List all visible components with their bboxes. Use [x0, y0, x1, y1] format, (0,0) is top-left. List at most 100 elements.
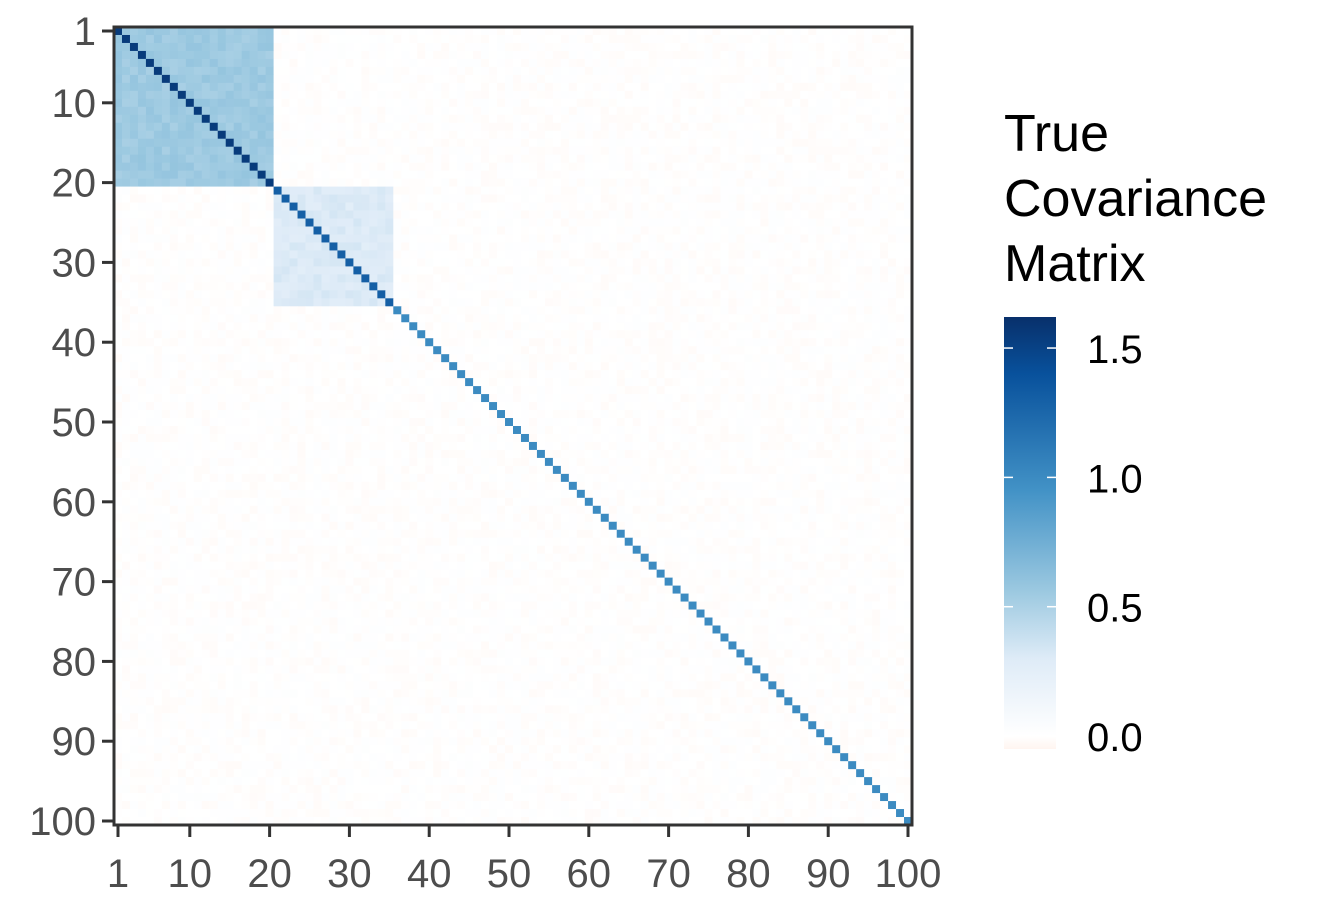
heatmap-cell — [377, 218, 386, 227]
heatmap-cell — [361, 106, 370, 116]
heatmap-cell — [281, 178, 290, 187]
heatmap-cell — [688, 274, 697, 283]
heatmap-cell — [153, 218, 163, 227]
heatmap-cell — [680, 346, 689, 355]
heatmap-cell — [744, 410, 753, 419]
heatmap-cell — [425, 202, 434, 211]
heatmap-cell — [728, 298, 737, 307]
heatmap-cell — [744, 282, 753, 291]
heatmap-cell — [848, 402, 857, 411]
heatmap-cell — [409, 346, 418, 355]
heatmap-cell — [185, 386, 195, 395]
heatmap-cell — [640, 378, 650, 387]
heatmap-cell — [241, 314, 251, 323]
heatmap-cell — [393, 250, 402, 259]
heatmap-cell — [800, 42, 809, 52]
heatmap-cell — [632, 250, 642, 259]
heatmap-cell — [449, 122, 458, 132]
heatmap-cell — [289, 122, 298, 132]
heatmap-cell — [265, 90, 274, 100]
heatmap-cell — [385, 186, 394, 195]
heatmap-cell — [536, 274, 546, 283]
heatmap-cell — [760, 186, 769, 195]
heatmap-cell — [816, 74, 825, 84]
heatmap-cell — [520, 202, 530, 211]
heatmap-cell — [313, 74, 322, 84]
heatmap-cell — [768, 114, 777, 124]
heatmap-cell — [505, 338, 514, 347]
heatmap-cell — [528, 106, 538, 116]
heatmap-cell — [872, 242, 881, 251]
heatmap-cell — [560, 362, 570, 371]
heatmap-cell — [672, 314, 681, 323]
heatmap-cell — [433, 58, 442, 68]
heatmap-cell — [632, 242, 642, 251]
heatmap-cell — [872, 90, 881, 100]
heatmap-cell — [489, 146, 498, 156]
heatmap-cell — [712, 234, 721, 243]
heatmap-cell — [752, 298, 761, 307]
heatmap-cell — [473, 194, 482, 203]
heatmap-cell — [760, 234, 769, 243]
heatmap-cell — [345, 138, 354, 148]
heatmap-cell — [209, 386, 219, 395]
heatmap-cell — [305, 378, 314, 387]
heatmap-cell — [114, 250, 123, 259]
heatmap-cell — [656, 402, 665, 411]
heatmap-cell — [872, 258, 881, 267]
heatmap-cell — [552, 130, 562, 140]
heatmap-cell — [409, 202, 418, 211]
heatmap-cell — [249, 290, 258, 299]
heatmap-cell — [114, 138, 123, 148]
heatmap-cell — [584, 362, 594, 371]
heatmap-cell — [680, 266, 689, 275]
heatmap-cell — [289, 250, 298, 259]
heatmap-cell — [417, 266, 426, 275]
heatmap-cell — [784, 162, 793, 171]
heatmap-cell — [840, 114, 849, 124]
heatmap-cell — [417, 314, 426, 323]
heatmap-cell — [329, 338, 338, 347]
heatmap-cell — [281, 234, 290, 243]
heatmap-cell — [129, 258, 139, 267]
heatmap-cell — [856, 410, 865, 419]
heatmap-cell — [265, 170, 274, 179]
heatmap-cell — [544, 122, 554, 132]
heatmap-cell — [417, 394, 426, 403]
heatmap-cell — [121, 66, 131, 76]
heatmap-cell — [401, 218, 410, 227]
heatmap-cell — [409, 66, 418, 76]
heatmap-cell — [904, 58, 913, 68]
heatmap-cell — [114, 338, 123, 347]
heatmap-cell — [880, 202, 889, 211]
heatmap-cell — [169, 130, 179, 140]
heatmap-cell — [225, 50, 235, 60]
heatmap-cell — [114, 362, 123, 371]
heatmap-cell — [425, 146, 434, 156]
heatmap-cell — [337, 170, 346, 179]
heatmap-cell — [664, 290, 673, 299]
heatmap-cell — [177, 402, 187, 411]
heatmap-cell — [520, 394, 530, 403]
heatmap-cell — [704, 330, 713, 339]
heatmap-cell — [505, 354, 514, 363]
heatmap-cell — [736, 346, 745, 355]
heatmap-cell — [409, 194, 418, 203]
heatmap-cell — [648, 210, 657, 219]
heatmap-cell — [672, 114, 681, 124]
heatmap-cell — [840, 138, 849, 148]
heatmap-cell — [600, 314, 610, 323]
heatmap-cell — [904, 354, 913, 363]
heatmap-cell — [872, 394, 881, 403]
heatmap-cell — [816, 130, 825, 140]
heatmap-cell — [177, 370, 187, 379]
heatmap-cell — [481, 138, 490, 148]
heatmap-cell — [616, 194, 626, 203]
heatmap-cell — [441, 386, 450, 395]
heatmap-cell — [409, 330, 418, 339]
heatmap-cell — [768, 298, 777, 307]
heatmap-cell — [353, 338, 362, 347]
heatmap-cell — [800, 106, 809, 116]
heatmap-cell — [489, 322, 498, 331]
heatmap-cell — [209, 90, 219, 100]
